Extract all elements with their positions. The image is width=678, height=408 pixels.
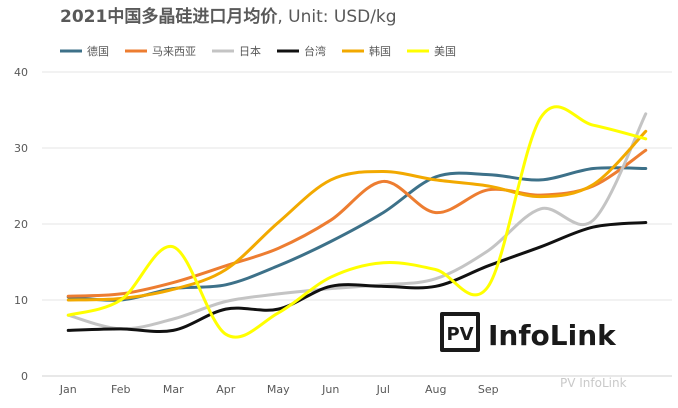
- y-tick-label: 40: [14, 66, 28, 79]
- x-tick-label: May: [267, 383, 290, 396]
- legend-label: 韩国: [369, 44, 391, 58]
- x-tick-label: Aug: [425, 383, 446, 396]
- y-tick-label: 10: [14, 294, 28, 307]
- chart-title-main: 2021中国多晶硅进口月均价: [60, 7, 278, 27]
- series-line: [66, 220, 648, 334]
- chart-title-unit: , Unit: USD/kg: [277, 7, 397, 27]
- x-tick-label: Jul: [376, 383, 390, 396]
- series-line: [66, 105, 648, 339]
- y-tick-label: 20: [14, 218, 28, 231]
- watermark: PV InfoLink PV InfoLink: [440, 312, 627, 390]
- x-tick-label: Jun: [321, 383, 339, 396]
- x-tick-label: Feb: [111, 383, 130, 396]
- pv-logo-text: PV: [446, 324, 473, 345]
- series-line: [66, 112, 648, 331]
- series-line: [66, 166, 648, 302]
- chart-title: 2021中国多晶硅进口月均价, Unit: USD/kg: [60, 2, 397, 27]
- series-lines: [66, 105, 648, 339]
- x-tick-label: Jan: [59, 383, 77, 396]
- x-tick-label: Sep: [478, 383, 499, 396]
- x-tick-label: Apr: [216, 383, 236, 396]
- series-line: [66, 129, 648, 302]
- legend-label: 美国: [434, 45, 456, 58]
- y-tick-label: 0: [21, 370, 28, 383]
- y-tick-label: 30: [14, 142, 28, 155]
- legend-label: 台湾: [304, 44, 326, 58]
- legend: 德国 马来西亚 日本 台湾 韩国 美国: [60, 44, 456, 58]
- legend-label: 德国: [87, 44, 109, 58]
- gridlines: [42, 71, 672, 377]
- x-tick-label: Mar: [163, 383, 184, 396]
- legend-label: 日本: [239, 44, 261, 58]
- axes: 0 10 20 30 40 Jan Feb Mar Apr May Jun Jul Aug Sep: [14, 66, 499, 396]
- pv-logo-inner: [444, 316, 476, 348]
- infolink-brand-text: InfoLink: [488, 319, 617, 352]
- series-line: [66, 148, 648, 298]
- legend-label: 马来西亚: [152, 45, 196, 58]
- faint-watermark-text: PV InfoLink: [560, 376, 627, 390]
